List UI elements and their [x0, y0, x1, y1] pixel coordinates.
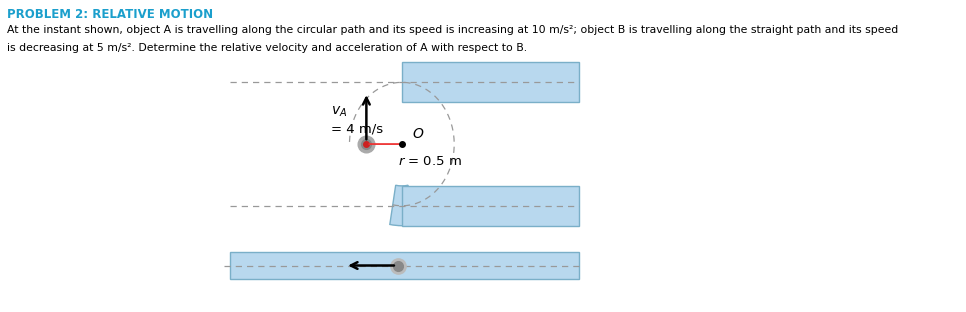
Text: PROBLEM 2: RELATIVE MOTION: PROBLEM 2: RELATIVE MOTION [8, 8, 213, 21]
Text: $v_A$: $v_A$ [331, 104, 347, 119]
Text: $r$ = 0.5 m: $r$ = 0.5 m [398, 155, 463, 168]
Bar [402, 62, 580, 102]
Text: = 4 m/s: = 4 m/s [331, 122, 384, 135]
Bar [402, 186, 580, 226]
Text: At the instant shown, object A is travelling along the circular path and its spe: At the instant shown, object A is travel… [8, 25, 898, 35]
Wedge shape [390, 185, 413, 226]
Bar [231, 252, 580, 279]
Text: is decreasing at 5 m/s². Determine the relative velocity and acceleration of A w: is decreasing at 5 m/s². Determine the r… [8, 42, 527, 52]
Text: $O$: $O$ [412, 127, 424, 141]
